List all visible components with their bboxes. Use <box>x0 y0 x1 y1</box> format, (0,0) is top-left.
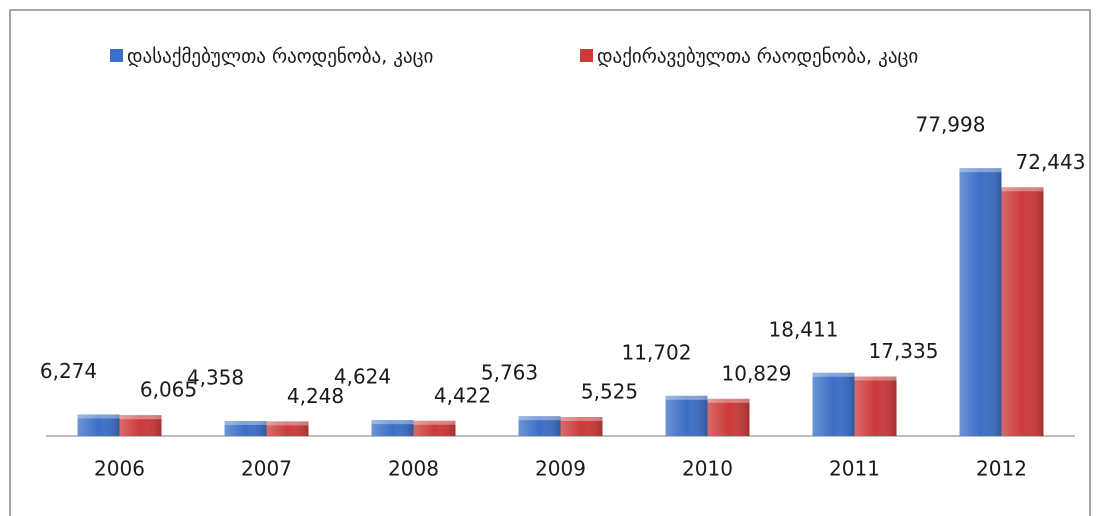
x-tick-label: 2010 <box>682 457 733 481</box>
bar-shade <box>413 420 456 436</box>
bar-shade <box>224 421 267 436</box>
legend-swatch <box>580 49 593 62</box>
bar-cap <box>224 421 267 426</box>
bar-shade <box>119 415 162 436</box>
legend-swatch <box>110 49 123 62</box>
data-label: 4,358 <box>187 366 244 390</box>
data-label: 10,829 <box>722 361 792 385</box>
x-tick-label: 2009 <box>535 457 586 481</box>
x-tick-label: 2006 <box>94 457 145 481</box>
bar-cap <box>266 421 309 426</box>
bar-shade <box>959 168 1002 437</box>
bar-shade <box>371 420 414 436</box>
bar-shade <box>266 421 309 436</box>
bar-shade <box>854 376 897 436</box>
bar-shade <box>707 398 750 436</box>
bar-cap <box>413 420 456 425</box>
bar-cap <box>812 372 855 377</box>
x-tick-label: 2007 <box>241 457 292 481</box>
bar-shade <box>665 395 708 436</box>
data-label: 17,335 <box>869 339 939 363</box>
x-tick-label: 2008 <box>388 457 439 481</box>
data-label: 4,624 <box>334 365 391 389</box>
bar-shade <box>812 372 855 436</box>
data-label: 72,443 <box>1016 150 1086 174</box>
bar-cap <box>1001 187 1044 192</box>
data-label: 4,248 <box>287 384 344 408</box>
bar-shade <box>560 417 603 436</box>
data-label: 6,274 <box>40 359 97 383</box>
data-label: 5,763 <box>481 361 538 385</box>
data-label: 5,525 <box>581 380 638 404</box>
x-tick-label: 2012 <box>976 457 1027 481</box>
bar-shade <box>77 414 120 436</box>
bar-cap <box>560 417 603 422</box>
legend-label: დაქირავებულთა რაოდენობა, კაცი <box>597 46 918 68</box>
data-label: 77,998 <box>916 113 986 137</box>
bar-cap <box>119 415 162 420</box>
bar-shade <box>1001 187 1044 436</box>
data-label: 6,065 <box>140 378 197 402</box>
bar-cap <box>854 376 897 381</box>
data-label: 18,411 <box>769 317 839 341</box>
bar-cap <box>371 420 414 425</box>
x-tick-label: 2011 <box>829 457 880 481</box>
bar-cap <box>959 168 1002 173</box>
bar-cap <box>77 414 120 419</box>
frame <box>9 9 1091 516</box>
bar-cap <box>518 416 561 421</box>
data-label: 4,422 <box>434 383 491 407</box>
legend-label: დასაქმებულთა რაოდენობა, კაცი <box>127 46 433 68</box>
bar-cap <box>707 398 750 403</box>
bar-cap <box>665 395 708 400</box>
data-label: 11,702 <box>622 340 692 364</box>
bar-shade <box>518 416 561 436</box>
